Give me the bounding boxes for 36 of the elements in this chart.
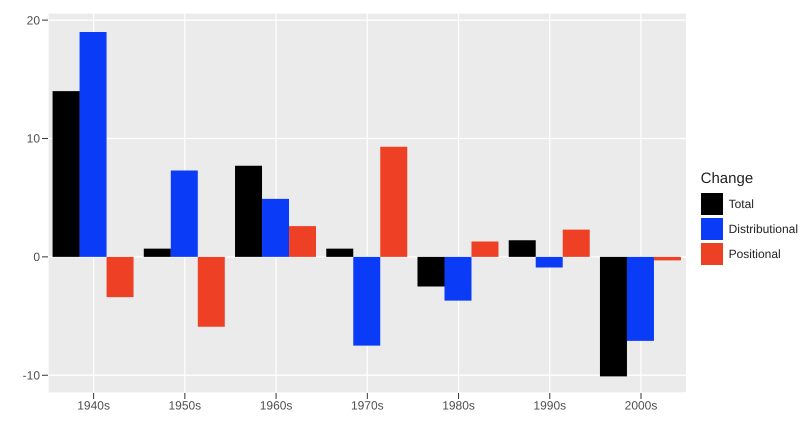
- x-tick-label: 1950s: [168, 398, 202, 413]
- bar: [562, 230, 590, 257]
- bar: [52, 91, 80, 257]
- y-tick-label: -10: [22, 368, 40, 383]
- bar: [380, 146, 408, 257]
- bar: [289, 226, 316, 257]
- bar: [536, 256, 563, 268]
- bar: [326, 248, 354, 257]
- x-tick-label: 1960s: [260, 398, 292, 413]
- bar: [198, 256, 225, 327]
- x-tick-label: 1980s: [442, 398, 475, 413]
- legend-label: Total: [728, 196, 754, 210]
- bar: [508, 240, 536, 257]
- y-tick-label: 10: [26, 132, 40, 146]
- x-tick-label: 1990s: [533, 398, 566, 413]
- x-tick-label: 1940s: [77, 398, 110, 413]
- y-tick-label: 0: [33, 250, 40, 264]
- bar: [471, 241, 498, 257]
- bar: [106, 256, 134, 298]
- bar: [80, 32, 107, 257]
- x-tick-label: 1970s: [350, 398, 384, 413]
- legend-label: Distributional: [728, 222, 798, 236]
- bar: [235, 166, 262, 257]
- bar: [353, 256, 380, 346]
- y-tick-label: 20: [26, 13, 40, 28]
- legend-label: Positional: [728, 246, 781, 260]
- bar: [444, 256, 472, 301]
- x-tick-label: 2000s: [624, 398, 658, 413]
- bar: [600, 256, 627, 376]
- bar: [417, 256, 444, 286]
- bar: [262, 198, 290, 257]
- bar: [144, 248, 171, 257]
- bar: [626, 256, 654, 341]
- bar: [170, 170, 198, 257]
- legend-title: Change: [700, 170, 754, 187]
- bar: [654, 256, 681, 260]
